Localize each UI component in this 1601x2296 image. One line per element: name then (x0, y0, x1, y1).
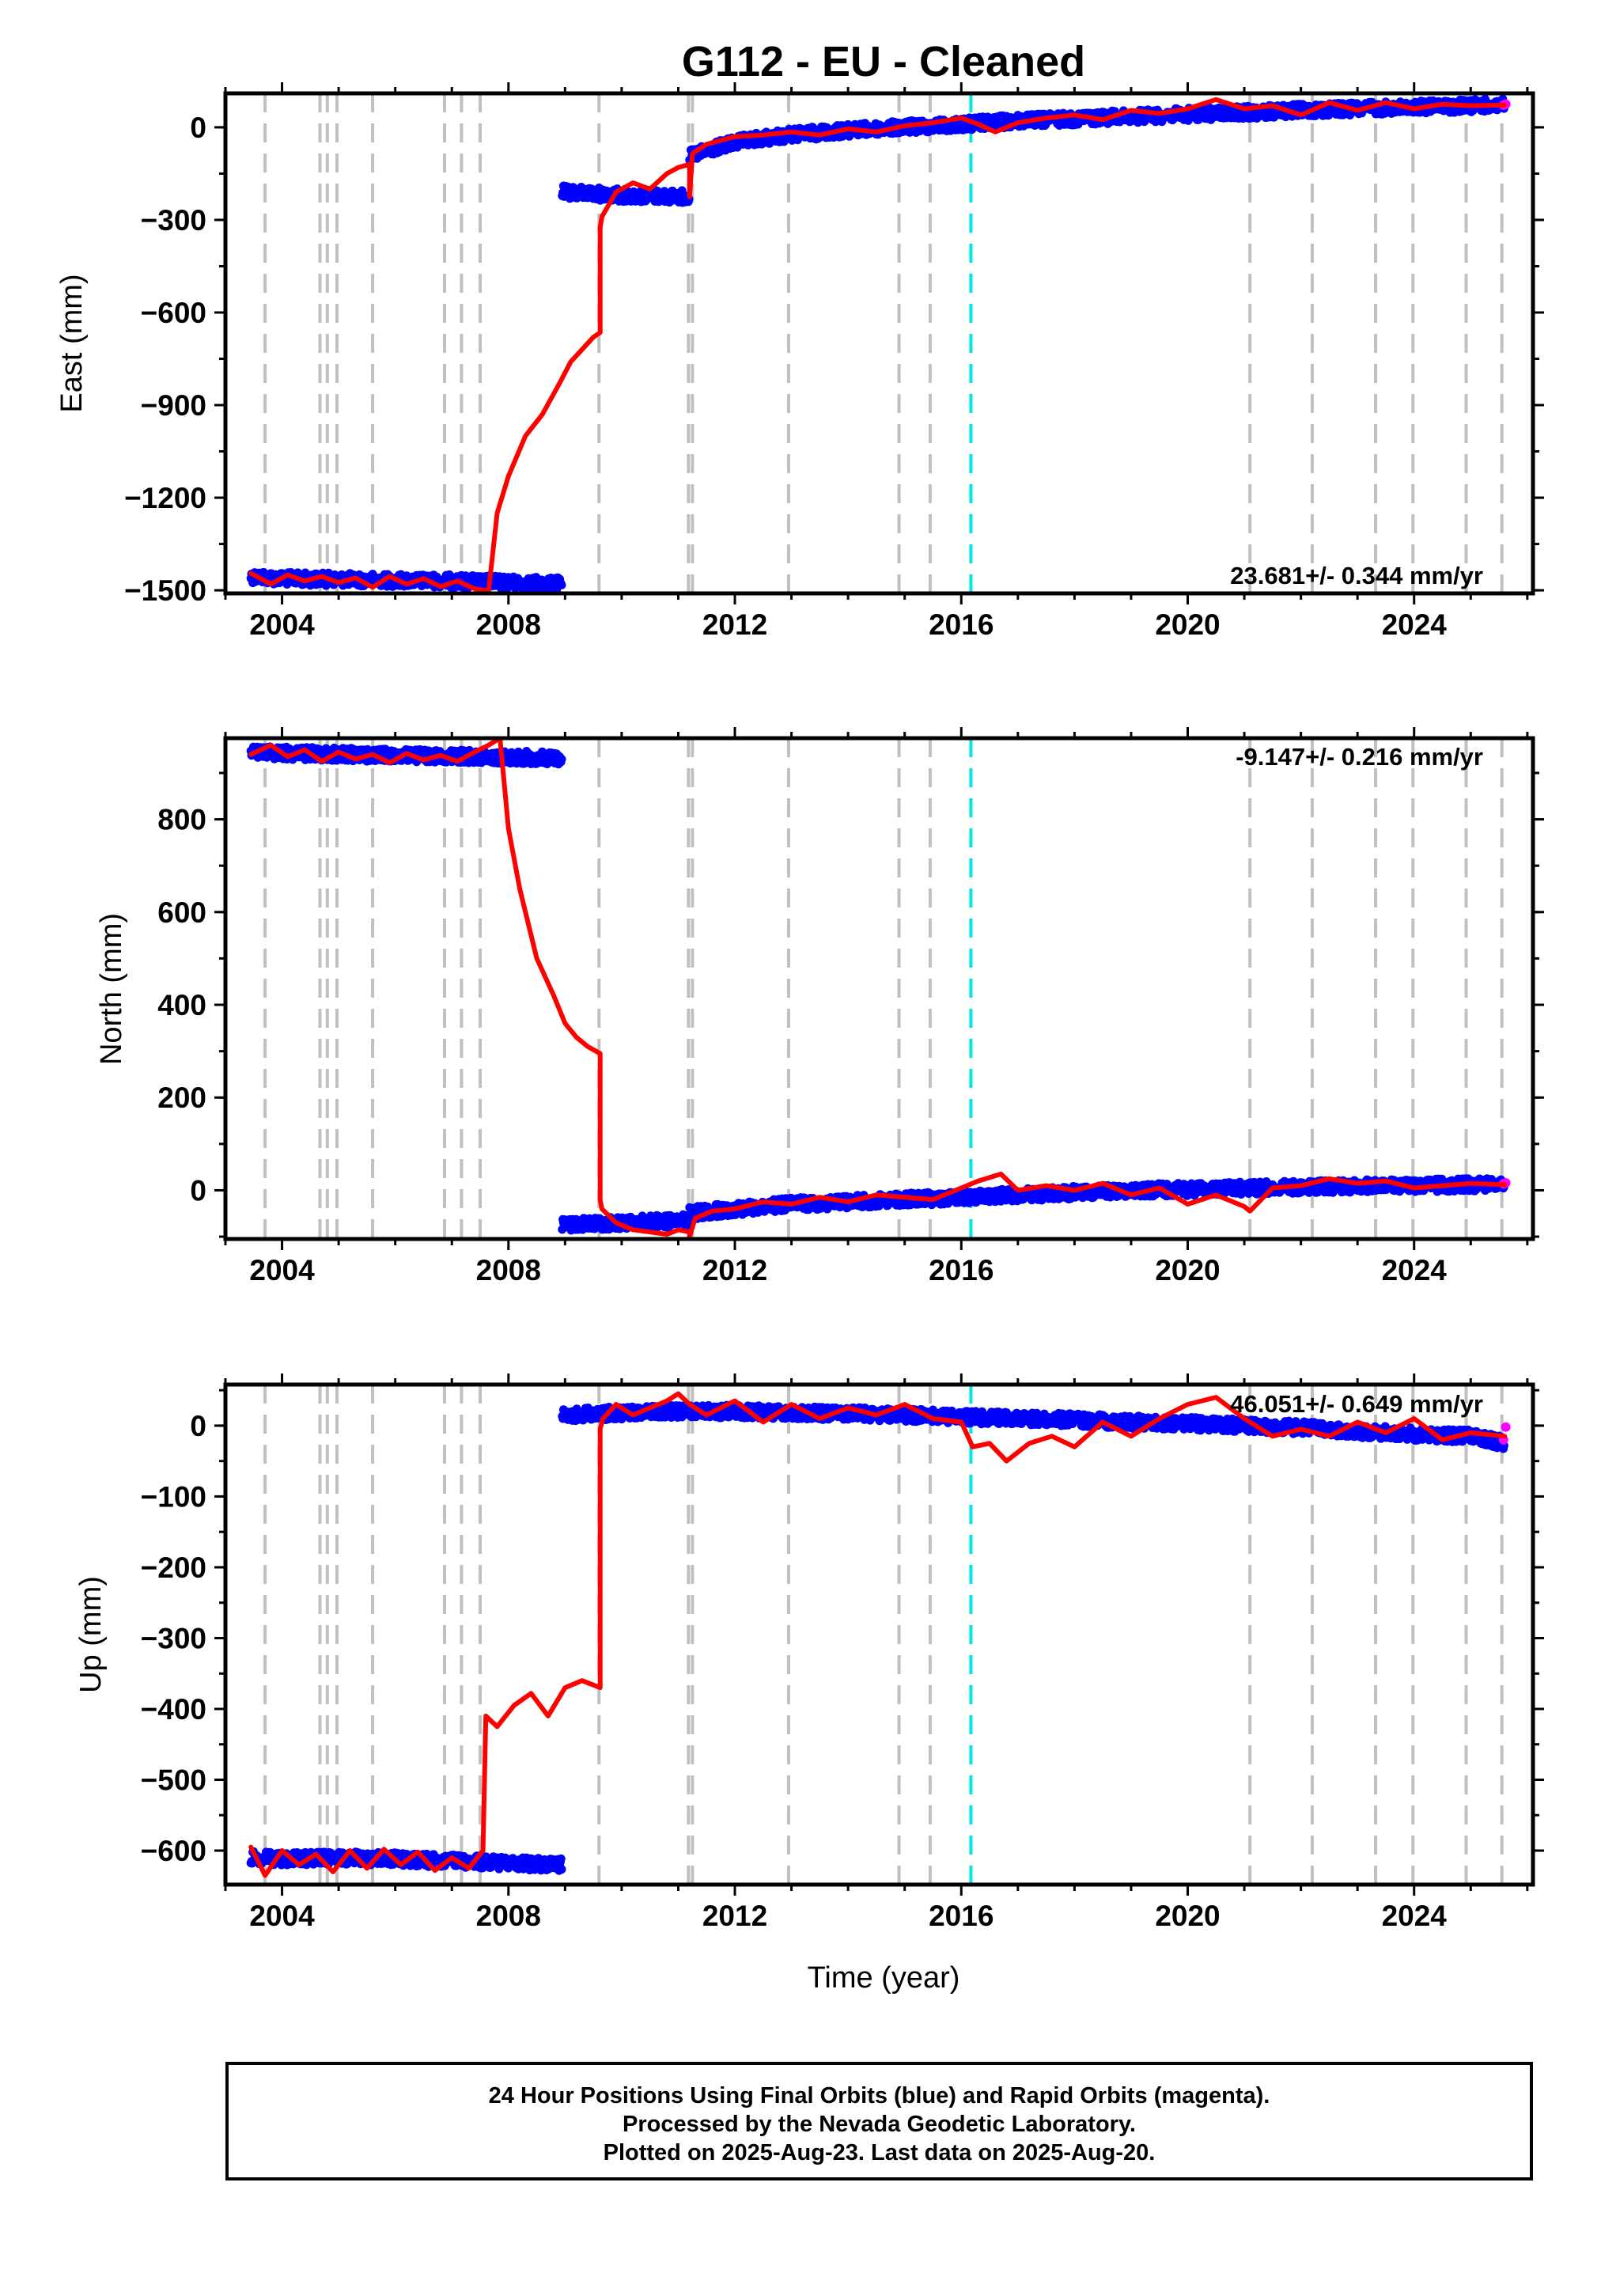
north-xtick-label: 2024 (1382, 1254, 1448, 1286)
north-final-point (1162, 1180, 1171, 1189)
north-model-curve (687, 1171, 1508, 1239)
east-ytick-label: −1500 (124, 574, 206, 607)
north-rate-text: -9.147+/- 0.216 mm/yr (1236, 743, 1483, 771)
panel-up: 2004 2008 2012 2016 2020 20240−100−200−300−40… (74, 1373, 1544, 1932)
east-final-series (558, 181, 694, 207)
north-model-curve (498, 738, 603, 1056)
north-clipped-group (246, 738, 1511, 1239)
north-ytick-label: 200 (157, 1082, 206, 1114)
east-ytick-label: −900 (141, 389, 206, 422)
north-ytick-label: 600 (157, 896, 206, 929)
east-model-curve (248, 570, 491, 593)
east-ylabel: East (mm) (55, 274, 89, 412)
north-final-point (557, 755, 566, 763)
north-xtick-label: 2012 (702, 1254, 767, 1286)
east-ytick-label: −300 (141, 204, 206, 237)
north-model-curve (597, 1197, 692, 1237)
east-rate-text: 23.681+/- 0.344 mm/yr (1230, 562, 1483, 589)
up-final-point (556, 1854, 566, 1863)
up-plot-layer: 2004 2008 2012 2016 2020 20240−100−200−300−40… (141, 1373, 1544, 1932)
east-plot-layer: 2004 2008 2012 2016 2020 2024 0 −300 −600 −900 −12… (124, 82, 1544, 641)
east-model-curve (597, 161, 692, 230)
panel-north: 2004 2008 2012 2016 2020 2024 0 200 400 600 800 No… (95, 727, 1544, 1286)
east-final-series (246, 567, 566, 593)
east-model-curve (486, 330, 603, 593)
east-tick-marks (214, 82, 1544, 604)
east-xtick-label: 2004 (249, 608, 315, 641)
north-final-series (558, 1210, 694, 1235)
up-final-point (557, 1865, 566, 1874)
up-clipped-group (246, 1385, 1511, 1885)
east-xtick-label: 2024 (1382, 608, 1448, 641)
north-tick-marks (214, 727, 1544, 1250)
east-xtick-label: 2016 (929, 608, 994, 641)
east-ytick-label: 0 (190, 112, 206, 144)
north-frame (223, 736, 1535, 1241)
east-model-curve (687, 97, 1508, 199)
east-final-point (557, 580, 566, 589)
north-xtick-label: 2016 (929, 1254, 994, 1286)
north-ytick-label: 800 (157, 804, 206, 836)
north-ytick-label: 400 (157, 989, 206, 1021)
east-xtick-label: 2020 (1155, 608, 1220, 641)
north-ytick-label: 0 (190, 1174, 206, 1207)
east-frame (223, 91, 1535, 596)
north-xtick-label: 2004 (249, 1254, 315, 1286)
east-xtick-label: 2012 (702, 608, 767, 641)
figure-title: G112 - EU - Cleaned (682, 38, 1085, 85)
north-model-curve (248, 738, 503, 766)
north-xtick-label: 2020 (1155, 1254, 1220, 1286)
east-xtick-label: 2008 (476, 608, 541, 641)
north-plot-layer: 2004 2008 2012 2016 2020 2024 0 200 400 600 800 (157, 727, 1544, 1286)
panel-east: 2004 2008 2012 2016 2020 2024 0 −300 −600 −900 −12… (55, 82, 1544, 641)
north-xtick-label: 2008 (476, 1254, 541, 1286)
north-ylabel: North (mm) (95, 913, 128, 1065)
east-ytick-label: −1200 (124, 482, 206, 514)
east-clipped-group (246, 93, 1511, 593)
east-ytick-label: −600 (141, 297, 206, 329)
